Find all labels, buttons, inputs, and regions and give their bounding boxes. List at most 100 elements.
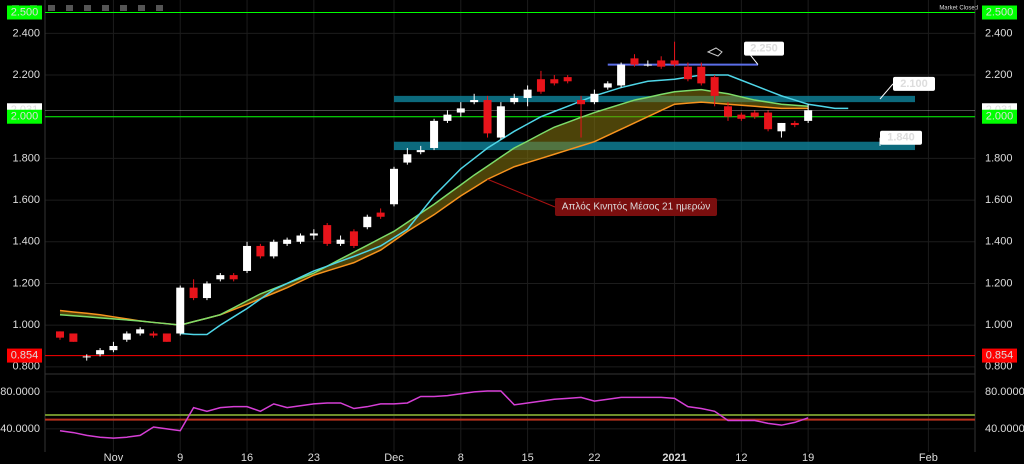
zone	[394, 141, 915, 151]
y-tick-label-right: 1.400	[985, 236, 1013, 248]
x-tick-label: 12	[735, 452, 747, 464]
x-tick-label: 22	[588, 452, 600, 464]
indicator-line	[59, 390, 809, 439]
y-tick-label: 1.600	[12, 194, 40, 206]
candle-body	[697, 66, 706, 84]
level-label-left: 0.854	[11, 349, 39, 361]
y-tick-label: 1.800	[12, 152, 40, 164]
candle-body	[69, 333, 78, 342]
x-tick-label: Feb	[919, 452, 938, 464]
indicator-tick-label-right: 40.0000	[985, 423, 1024, 435]
candle-body	[443, 114, 452, 121]
indicator-tick-label: 40.0000	[0, 423, 40, 435]
candle-body	[403, 154, 412, 163]
zone-label: 1.840	[887, 132, 915, 144]
market-status: Market Closed	[939, 6, 978, 12]
level-label-left: 2.500	[11, 6, 39, 18]
candle-body	[309, 233, 318, 236]
candle-body	[724, 106, 732, 117]
candle-body	[323, 225, 332, 244]
candle-body	[804, 110, 813, 121]
level-badge-left	[7, 348, 42, 363]
candle-body	[349, 231, 358, 246]
candle-body	[496, 106, 505, 138]
y-tick-label-right: 2.400	[985, 27, 1013, 39]
level-label-left: 2.000	[11, 111, 39, 123]
candle-body	[96, 350, 105, 355]
candle-body	[376, 212, 385, 217]
level-label-right: 0.854	[986, 349, 1014, 361]
y-tick-label: 2.200	[12, 69, 40, 81]
candle-body	[202, 283, 211, 299]
x-tick-label: 23	[308, 452, 320, 464]
candle-body	[162, 333, 171, 342]
x-tick-label: 9	[177, 452, 183, 464]
y-tick-label: 1.400	[12, 236, 40, 248]
x-tick-label: Dec	[384, 452, 404, 464]
ma-line	[59, 88, 809, 326]
candle-body	[550, 79, 559, 84]
candle-body	[363, 216, 372, 228]
candle-body	[470, 100, 479, 103]
candle-body	[563, 77, 572, 82]
y-tick-label-right: 1.200	[985, 277, 1013, 289]
x-tick-label: 8	[458, 452, 464, 464]
candle-body	[630, 58, 639, 65]
candle-body	[243, 245, 252, 271]
candle-body	[430, 120, 439, 148]
level-label-right: 2.000	[986, 111, 1014, 123]
y-tick-label: 0.800	[12, 361, 40, 373]
candle-body	[136, 329, 145, 334]
candle-body	[269, 241, 278, 257]
candle-body	[523, 89, 532, 98]
level-badge-right	[982, 5, 1017, 20]
y-tick-label-right: 1.600	[985, 194, 1013, 206]
candle-body	[390, 168, 398, 205]
candle-body	[577, 100, 586, 105]
marker-label: 2.250	[750, 43, 778, 55]
candle-body	[670, 60, 679, 65]
y-tick-label: 2.400	[12, 27, 40, 39]
candle-body	[750, 112, 759, 117]
candle-body	[790, 122, 799, 126]
candle-body	[336, 239, 345, 244]
indicator-tick-label: 80.0000	[0, 386, 40, 398]
candle-body	[149, 333, 158, 336]
candle-body	[456, 108, 465, 113]
candle-body	[122, 333, 131, 340]
candle-body	[777, 122, 786, 132]
candle-body	[737, 114, 746, 119]
zone-label-box	[880, 130, 922, 145]
y-tick-label-right: 2.200	[985, 69, 1013, 81]
candle-body	[710, 77, 719, 96]
x-tick-label: 16	[241, 452, 253, 464]
y-tick-label-right: 0.800	[985, 361, 1013, 373]
candle-body	[256, 245, 265, 257]
annotation-box	[555, 198, 717, 216]
annotation: Απλός Κινητός Μέσος 21 ημερών	[562, 201, 710, 213]
candle-body	[189, 287, 198, 299]
candle-body	[296, 235, 305, 242]
indicator-tick-label-right: 80.0000	[985, 386, 1024, 398]
candle-body	[683, 66, 692, 80]
candle-body	[603, 83, 612, 88]
candle-body	[216, 275, 225, 280]
candle-body	[229, 275, 238, 280]
level-badge-left	[7, 5, 42, 20]
marker-label-box	[744, 41, 784, 56]
candle-body	[657, 60, 666, 67]
y-tick-label: 1.000	[12, 319, 40, 331]
candle-body	[483, 100, 492, 134]
zone-label: 2.100	[900, 78, 928, 90]
x-tick-label: Nov	[104, 452, 124, 464]
candle-body	[109, 345, 118, 351]
zone-callout-line	[879, 83, 894, 100]
candle-body	[176, 287, 185, 334]
candle-body	[510, 97, 519, 103]
candle-body	[643, 64, 652, 66]
candle-body	[764, 112, 773, 130]
x-tick-label: 19	[802, 452, 814, 464]
